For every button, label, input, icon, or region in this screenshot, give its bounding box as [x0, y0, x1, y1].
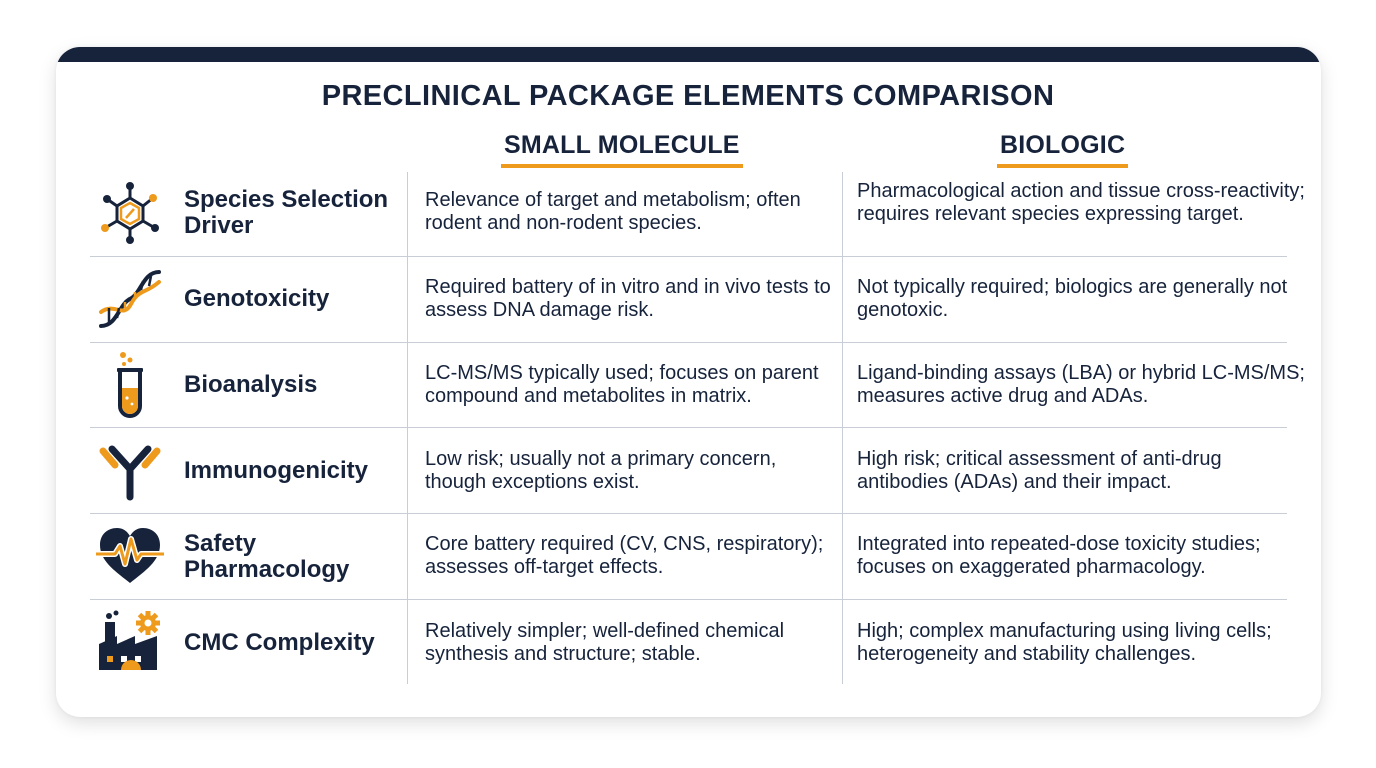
row-label: Safety Pharmacology: [184, 530, 350, 583]
small-molecule-cell: Required battery of in vitro and in vivo…: [425, 276, 831, 321]
row-divider: [90, 513, 1287, 514]
card-top-bar: [56, 47, 1321, 62]
biologic-cell: High; complex manufacturing using living…: [857, 620, 1272, 665]
row-label: Immunogenicity: [184, 457, 369, 484]
heart-pulse-icon: [95, 521, 165, 591]
row-label: Bioanalysis: [184, 371, 318, 398]
small-molecule-cell: Low risk; usually not a primary concern,…: [425, 448, 777, 493]
biologic-cell: Integrated into repeated-dose toxicity s…: [857, 533, 1261, 578]
column-divider: [842, 172, 843, 684]
molecule-icon: [95, 178, 165, 248]
dna-icon: [95, 264, 165, 334]
column-header-small-molecule: SMALL MOLECULE: [501, 131, 743, 168]
row-label: Genotoxicity: [184, 285, 330, 312]
small-molecule-cell: Relevance of target and metabolism; ofte…: [425, 189, 801, 234]
comparison-card: [56, 47, 1321, 717]
test-tube-icon: [95, 350, 165, 420]
biologic-cell: High risk; critical assessment of anti-d…: [857, 448, 1222, 493]
column-header-biologic: BIOLOGIC: [997, 131, 1129, 168]
row-divider: [90, 427, 1287, 428]
small-molecule-cell: LC-MS/MS typically used; focuses on pare…: [425, 362, 819, 407]
column-divider: [407, 172, 408, 684]
row-label: Species Selection Driver: [184, 186, 389, 239]
row-divider: [90, 599, 1287, 600]
row-divider: [90, 256, 1287, 257]
small-molecule-cell: Core battery required (CV, CNS, respirat…: [425, 533, 824, 578]
small-molecule-cell: Relatively simpler; well-defined chemica…: [425, 620, 785, 665]
page-title: PRECLINICAL PACKAGE ELEMENTS COMPARISON: [321, 80, 1055, 112]
factory-gear-icon: [95, 608, 165, 678]
antibody-icon: [95, 437, 165, 507]
row-label: CMC Complexity: [184, 629, 375, 656]
biologic-cell: Not typically required; biologics are ge…: [857, 276, 1288, 321]
row-divider: [90, 342, 1287, 343]
biologic-cell: Pharmacological action and tissue cross-…: [857, 180, 1305, 225]
biologic-cell: Ligand-binding assays (LBA) or hybrid LC…: [857, 362, 1305, 407]
